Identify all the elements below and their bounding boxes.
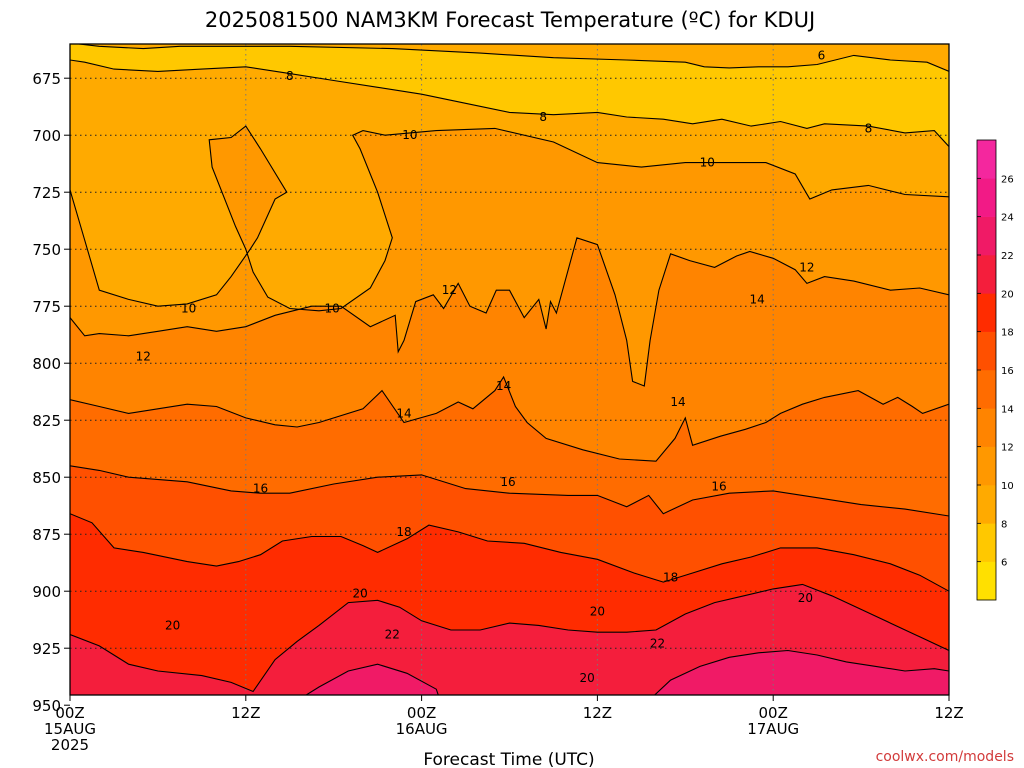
- isotherm-label-6: 10: [181, 302, 196, 316]
- isotherm-label-12: 14: [496, 379, 511, 393]
- isotherm-label-26: 22: [650, 637, 665, 651]
- y-tick-label-950: 950: [32, 697, 61, 715]
- credit-text: coolwx.com/models: [876, 749, 1014, 765]
- y-tick-label-800: 800: [32, 355, 61, 373]
- y-tick-label-925: 925: [32, 640, 61, 658]
- colorbar-label-12: 12: [1001, 443, 1014, 454]
- isotherm-label-5: 10: [700, 156, 715, 170]
- y-tick-label-900: 900: [32, 583, 61, 601]
- colorbar-segment-2: [977, 485, 996, 524]
- isotherm-label-4: 10: [402, 128, 417, 142]
- isotherm-label-3: 8: [865, 121, 873, 135]
- x-axis-label: Forecast Time (UTC): [423, 750, 594, 768]
- colorbar-segment-4: [977, 408, 996, 447]
- isotherm-22-8: [305, 663, 439, 695]
- isotherm-6-0: [70, 44, 949, 72]
- isotherm-10-2: [70, 125, 949, 312]
- isotherm-label-15: 16: [253, 482, 268, 496]
- isotherm-22-9: [653, 649, 949, 695]
- isotherm-label-16: 16: [500, 475, 515, 489]
- isotherm-label-10: 12: [136, 349, 151, 363]
- colorbar-segment-3: [977, 446, 996, 486]
- colorbar: 6 8 10 12 14 16 18 20 22 24 26: [976, 139, 1014, 601]
- isotherm-label-24: 20: [579, 671, 594, 685]
- colorbar-label-22: 22: [1001, 251, 1014, 262]
- colorbar-label-18: 18: [1001, 328, 1014, 339]
- isotherm-8-1: [70, 59, 949, 147]
- x-tick-label-24-0: 00Z: [407, 704, 436, 722]
- isotherm-label-18: 18: [396, 525, 411, 539]
- x-tick-label-36-0: 12Z: [583, 704, 612, 722]
- isotherm-lines: [70, 44, 949, 695]
- colorbar-segment-8: [977, 255, 996, 294]
- x-tick-label-48-1: 17AUG: [747, 720, 799, 738]
- x-tick-label-48-0: 00Z: [759, 704, 788, 722]
- isotherm-label-2: 8: [539, 110, 547, 124]
- y-tick-label-825: 825: [32, 412, 61, 430]
- colorbar-label-14: 14: [1001, 404, 1014, 415]
- isotherm-12-3: [70, 237, 949, 387]
- colorbar-segment-5: [977, 370, 996, 409]
- x-tick-label-60-0: 12Z: [934, 704, 963, 722]
- isotherm-label-22: 20: [590, 605, 605, 619]
- y-tick-label-875: 875: [32, 526, 61, 544]
- y-tick-label-775: 775: [32, 298, 61, 316]
- colorbar-label-24: 24: [1001, 213, 1014, 224]
- isotherm-label-21: 20: [165, 618, 180, 632]
- isotherm-label-19: 18: [663, 571, 678, 585]
- temperature-band-22-9: [654, 650, 949, 695]
- isotherm-20-7: [70, 583, 949, 693]
- isotherm-label-7: 10: [325, 302, 340, 316]
- isotherm-label-9: 12: [799, 260, 814, 274]
- temperature-band-22-8: [306, 664, 439, 695]
- y-tick-label-675: 675: [32, 70, 61, 88]
- isotherm-label-8: 12: [442, 283, 457, 297]
- isotherm-label-20: 20: [352, 587, 367, 601]
- isotherm-labels: 6 8 8 8 10 10 10 10 12 12 12 14 14 14 14 16 16 16 18 18 20 20…: [136, 48, 873, 684]
- y-tick-label-750: 750: [32, 241, 61, 259]
- x-tick-label-0-2: 2025: [51, 736, 89, 754]
- x-tick-label-24-1: 16AUG: [396, 720, 448, 738]
- isotherm-label-11: 14: [749, 292, 764, 306]
- isotherm-16-5: [70, 465, 949, 517]
- colorbar-segment-6: [977, 331, 996, 371]
- grid-lines: [70, 44, 949, 695]
- colorbar-label-16: 16: [1001, 366, 1014, 377]
- colorbar-segment-9: [977, 216, 996, 256]
- plot-frame: [69, 43, 950, 696]
- isotherm-label-14: 14: [670, 395, 685, 409]
- colorbar-label-26: 26: [1001, 174, 1014, 185]
- colorbar-label-6: 6: [1001, 558, 1007, 569]
- y-axis: 675 700 725 750 775 800 825 850 875 900 925 950: [32, 70, 70, 715]
- x-tick-label-0-1: 15AUG: [44, 720, 96, 738]
- y-tick-label-725: 725: [32, 184, 61, 202]
- y-tick-label-700: 700: [32, 127, 61, 145]
- colorbar-label-8: 8: [1001, 519, 1007, 530]
- isotherm-label-17: 16: [711, 479, 726, 493]
- colorbar-segment-11: [977, 140, 996, 179]
- colorbar-segment-0: [977, 561, 996, 601]
- plot-area: 6 8 8 8 10 10 10 10 12 12 12 14 14 14 14 16 16 16 18 18 20 20…: [70, 44, 949, 695]
- colorbar-segment-7: [977, 293, 996, 332]
- temperature-bands: [70, 44, 949, 695]
- y-tick-label-850: 850: [32, 469, 61, 487]
- isotherm-18-6: [70, 513, 949, 592]
- isotherm-label-13: 14: [396, 406, 411, 420]
- colorbar-label-10: 10: [1001, 481, 1014, 492]
- x-tick-label-0-0: 00Z: [55, 704, 84, 722]
- colorbar-label-20: 20: [1001, 289, 1014, 300]
- isotherm-label-1: 8: [286, 69, 294, 83]
- isotherm-label-23: 20: [798, 591, 813, 605]
- x-tick-label-12-0: 12Z: [231, 704, 260, 722]
- isotherm-label-0: 6: [818, 48, 826, 62]
- isotherm-label-25: 22: [385, 628, 400, 642]
- chart-title: 2025081500 NAM3KM Forecast Temperature (…: [205, 8, 815, 32]
- colorbar-segment-1: [977, 523, 996, 562]
- isotherm-14-4: [70, 375, 949, 462]
- colorbar-segment-10: [977, 178, 996, 217]
